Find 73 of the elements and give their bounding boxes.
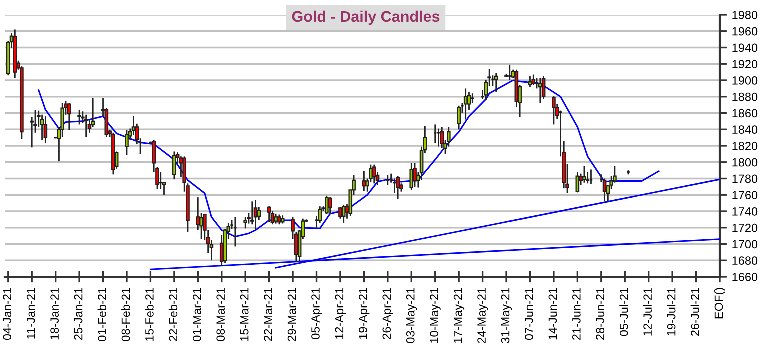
x-tick-label: 10-May-21 — [430, 288, 441, 343]
y-tick-label: 1900 — [732, 76, 758, 85]
candlestick — [40, 114, 44, 141]
x-tick-label: 14-Jun-21 — [548, 288, 558, 340]
x-tick-label: 17-May-21 — [454, 288, 465, 343]
candlestick — [125, 130, 129, 156]
candlestick — [494, 72, 498, 93]
candlestick — [396, 176, 400, 200]
x-tick-label: 12-Apr-21 — [335, 288, 346, 340]
x-tick-label: 05-Jul-21 — [620, 288, 628, 336]
candlestick — [542, 76, 546, 100]
candlestick — [342, 204, 346, 224]
candlestick — [67, 102, 72, 132]
candlestick — [44, 116, 48, 144]
y-tick-label: 1840 — [732, 126, 758, 134]
x-tick-label: 03-May-21 — [406, 288, 418, 344]
x-tick-label: 04-Jan-21 — [3, 288, 12, 340]
x-tick-label: 26-Apr-21 — [382, 288, 394, 340]
y-tick-label: 1800 — [732, 158, 758, 167]
x-tick-label: 07-Jun-21 — [525, 288, 534, 340]
x-tick-label: 22-Mar-21 — [264, 288, 272, 342]
x-tick-label: 26-Jul-21 — [690, 288, 700, 336]
candlestick — [576, 172, 580, 194]
candlestick — [328, 196, 332, 215]
y-tick-label: 1780 — [732, 174, 758, 184]
x-tick-label: 31-May-21 — [501, 288, 512, 344]
candlestick — [532, 74, 536, 86]
y-tick-label: 1720 — [732, 224, 758, 232]
x-tick-label: 01-Feb-21 — [98, 288, 106, 342]
x-tick-label: 01-Mar-21 — [192, 288, 202, 342]
x-tick-label: 05-Apr-21 — [312, 288, 322, 340]
x-tick-label: 08-Feb-21 — [121, 288, 130, 342]
x-tick-label: 15-Mar-21 — [240, 288, 249, 341]
x-tick-label: EOF() — [714, 288, 726, 319]
x-tick-label: 08-Mar-21 — [216, 288, 226, 342]
x-tick-label: 21-Jun-21 — [572, 288, 581, 340]
x-tick-label: 18-Jan-21 — [50, 288, 59, 340]
chart-title: Gold - Daily Candles — [292, 10, 440, 26]
x-tick-label: 19-Jul-21 — [667, 288, 676, 336]
candlestick — [372, 164, 376, 184]
candlestick — [538, 77, 542, 104]
x-tick-label: 24-May-21 — [478, 288, 488, 344]
y-tick-label: 1940 — [732, 44, 758, 52]
candlestick — [464, 88, 468, 120]
candlestick — [602, 178, 607, 202]
x-tick-label: 28-Jun-21 — [596, 288, 605, 340]
y-tick-label: 1820 — [732, 142, 758, 150]
candlestick — [582, 166, 586, 184]
y-tick-label: 1700 — [732, 240, 758, 249]
x-tick-label: 12-Jul-21 — [643, 288, 652, 336]
x-tick-label: 25-Jan-21 — [74, 288, 83, 340]
candlestick — [84, 114, 88, 138]
candlestick — [552, 95, 556, 126]
candlestick — [413, 162, 417, 188]
candlestick — [172, 151, 176, 180]
x-tick-label: 11-Jan-21 — [26, 288, 36, 339]
x-tick-label: 22-Feb-21 — [168, 288, 178, 342]
y-tick-label: 1660 — [732, 273, 758, 282]
candlestick — [78, 109, 82, 126]
y-tick-label: 1880 — [732, 92, 758, 102]
x-tick-label: 19-Apr-21 — [359, 288, 370, 340]
x-tick-label: 29-Mar-21 — [288, 288, 296, 342]
candlestick — [325, 195, 329, 215]
candlestick — [410, 162, 414, 191]
y-tick-label: 1860 — [732, 109, 758, 118]
y-tick-label: 1740 — [732, 208, 758, 216]
candlestick — [457, 105, 461, 130]
y-tick-label: 1920 — [732, 60, 758, 69]
y-tick-label: 1980 — [732, 11, 758, 20]
y-tick-label: 1960 — [732, 27, 758, 36]
y-tick-label: 1680 — [732, 256, 758, 266]
x-tick-label: 15-Feb-21 — [145, 288, 154, 341]
y-tick-label: 1760 — [732, 191, 758, 200]
